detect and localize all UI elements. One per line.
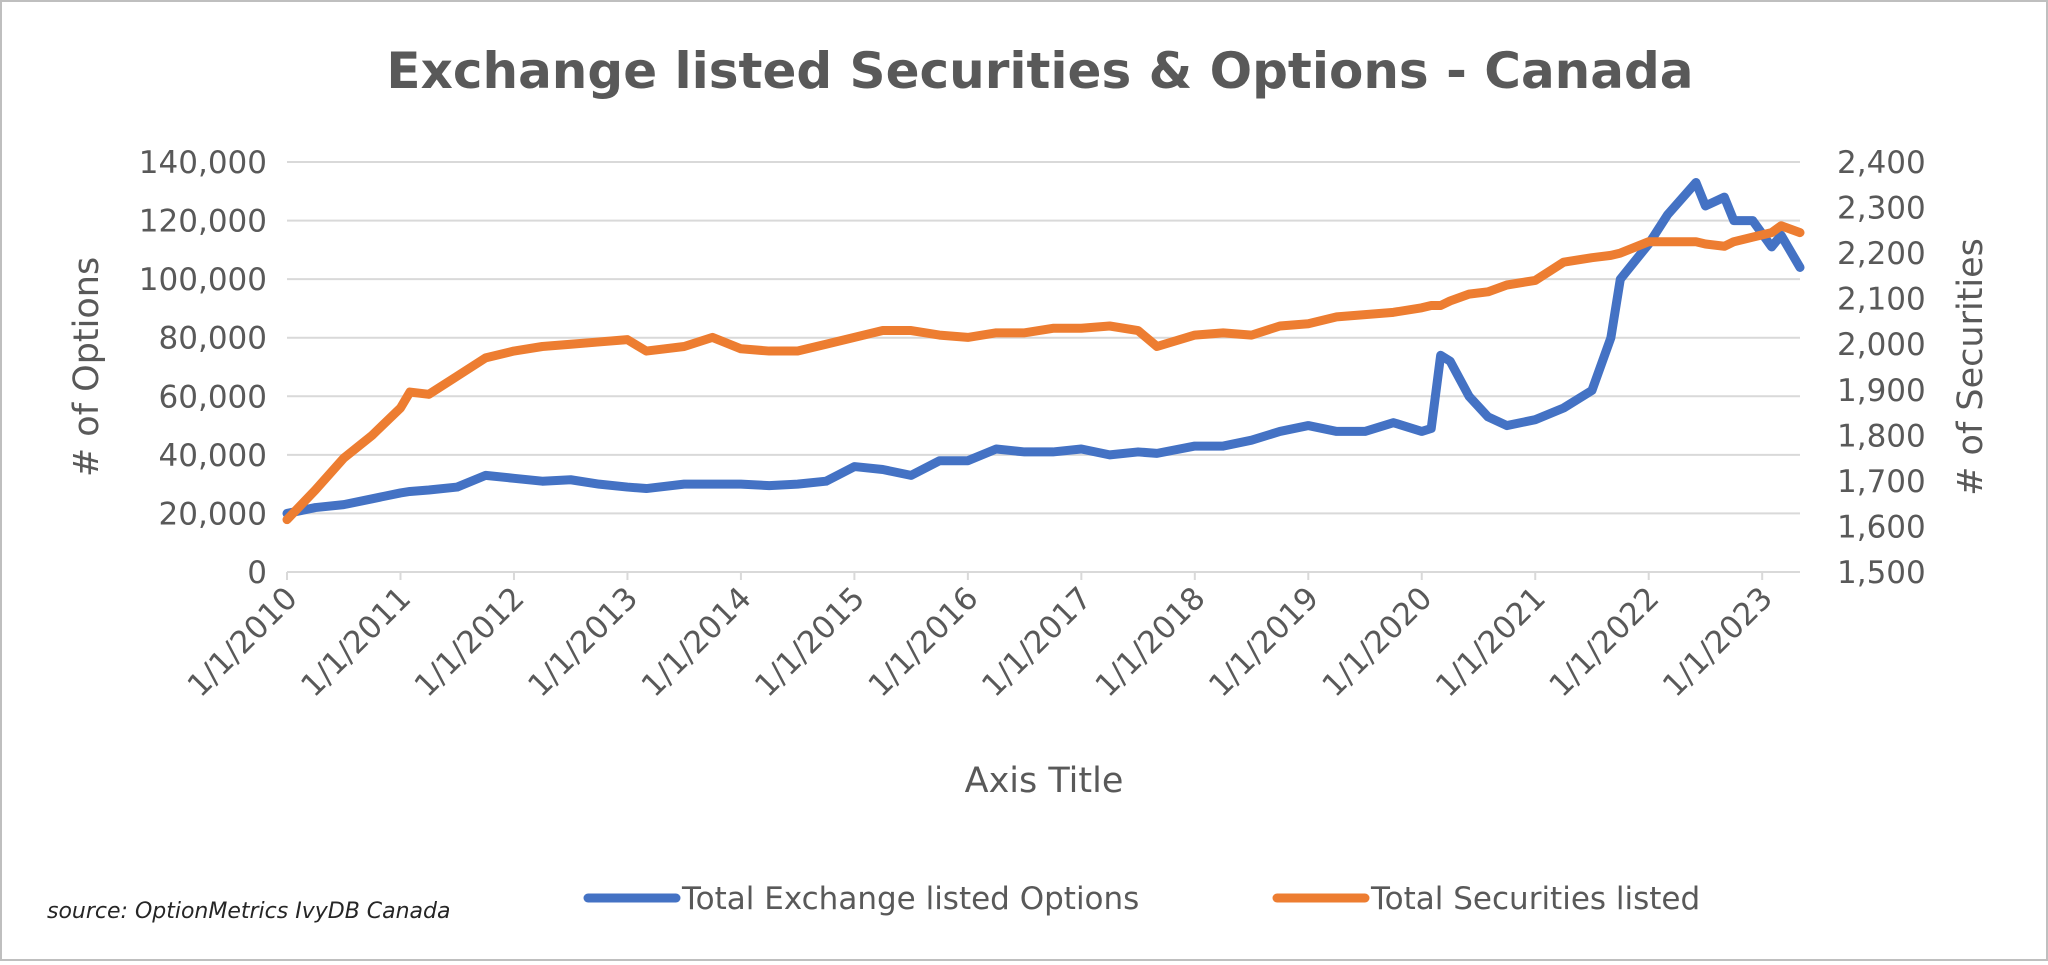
y2-tick-label: 2,100 [1837, 282, 1926, 318]
y-tick-label: 20,000 [159, 496, 267, 532]
y2-tick-label: 1,600 [1837, 509, 1926, 545]
data-line [282, 178, 1805, 518]
legend-label: Total Securities listed [1370, 881, 1700, 917]
y2-tick-label: 1,700 [1837, 464, 1926, 500]
chart-title: Exchange listed Securities & Options - C… [386, 42, 1693, 100]
y2-axis-title: # of Securities [1951, 238, 1991, 496]
y-tick-label: 60,000 [159, 379, 267, 415]
x-axis-title: Axis Title [965, 761, 1124, 801]
y-tick-label: 140,000 [139, 145, 267, 181]
y-axis-title: # of Options [67, 257, 107, 477]
y2-tick-label: 2,400 [1837, 145, 1926, 181]
y-tick-label: 80,000 [159, 321, 267, 357]
y2-tick-label: 2,300 [1837, 191, 1926, 227]
y-tick-label: 40,000 [159, 438, 267, 474]
data-line [282, 221, 1805, 525]
y2-tick-label: 1,900 [1837, 373, 1926, 409]
y2-tick-label: 1,800 [1837, 418, 1926, 454]
legend-label: Total Exchange listed Options [681, 881, 1139, 917]
y2-tick-label: 2,000 [1837, 327, 1926, 363]
source-note: source: OptionMetrics IvyDB Canada [47, 899, 451, 924]
y2-tick-label: 2,200 [1837, 236, 1926, 272]
y-tick-label: 0 [247, 555, 267, 591]
y2-tick-label: 1,500 [1837, 555, 1926, 591]
y-tick-label: 100,000 [139, 262, 267, 298]
y-tick-label: 120,000 [139, 204, 267, 240]
